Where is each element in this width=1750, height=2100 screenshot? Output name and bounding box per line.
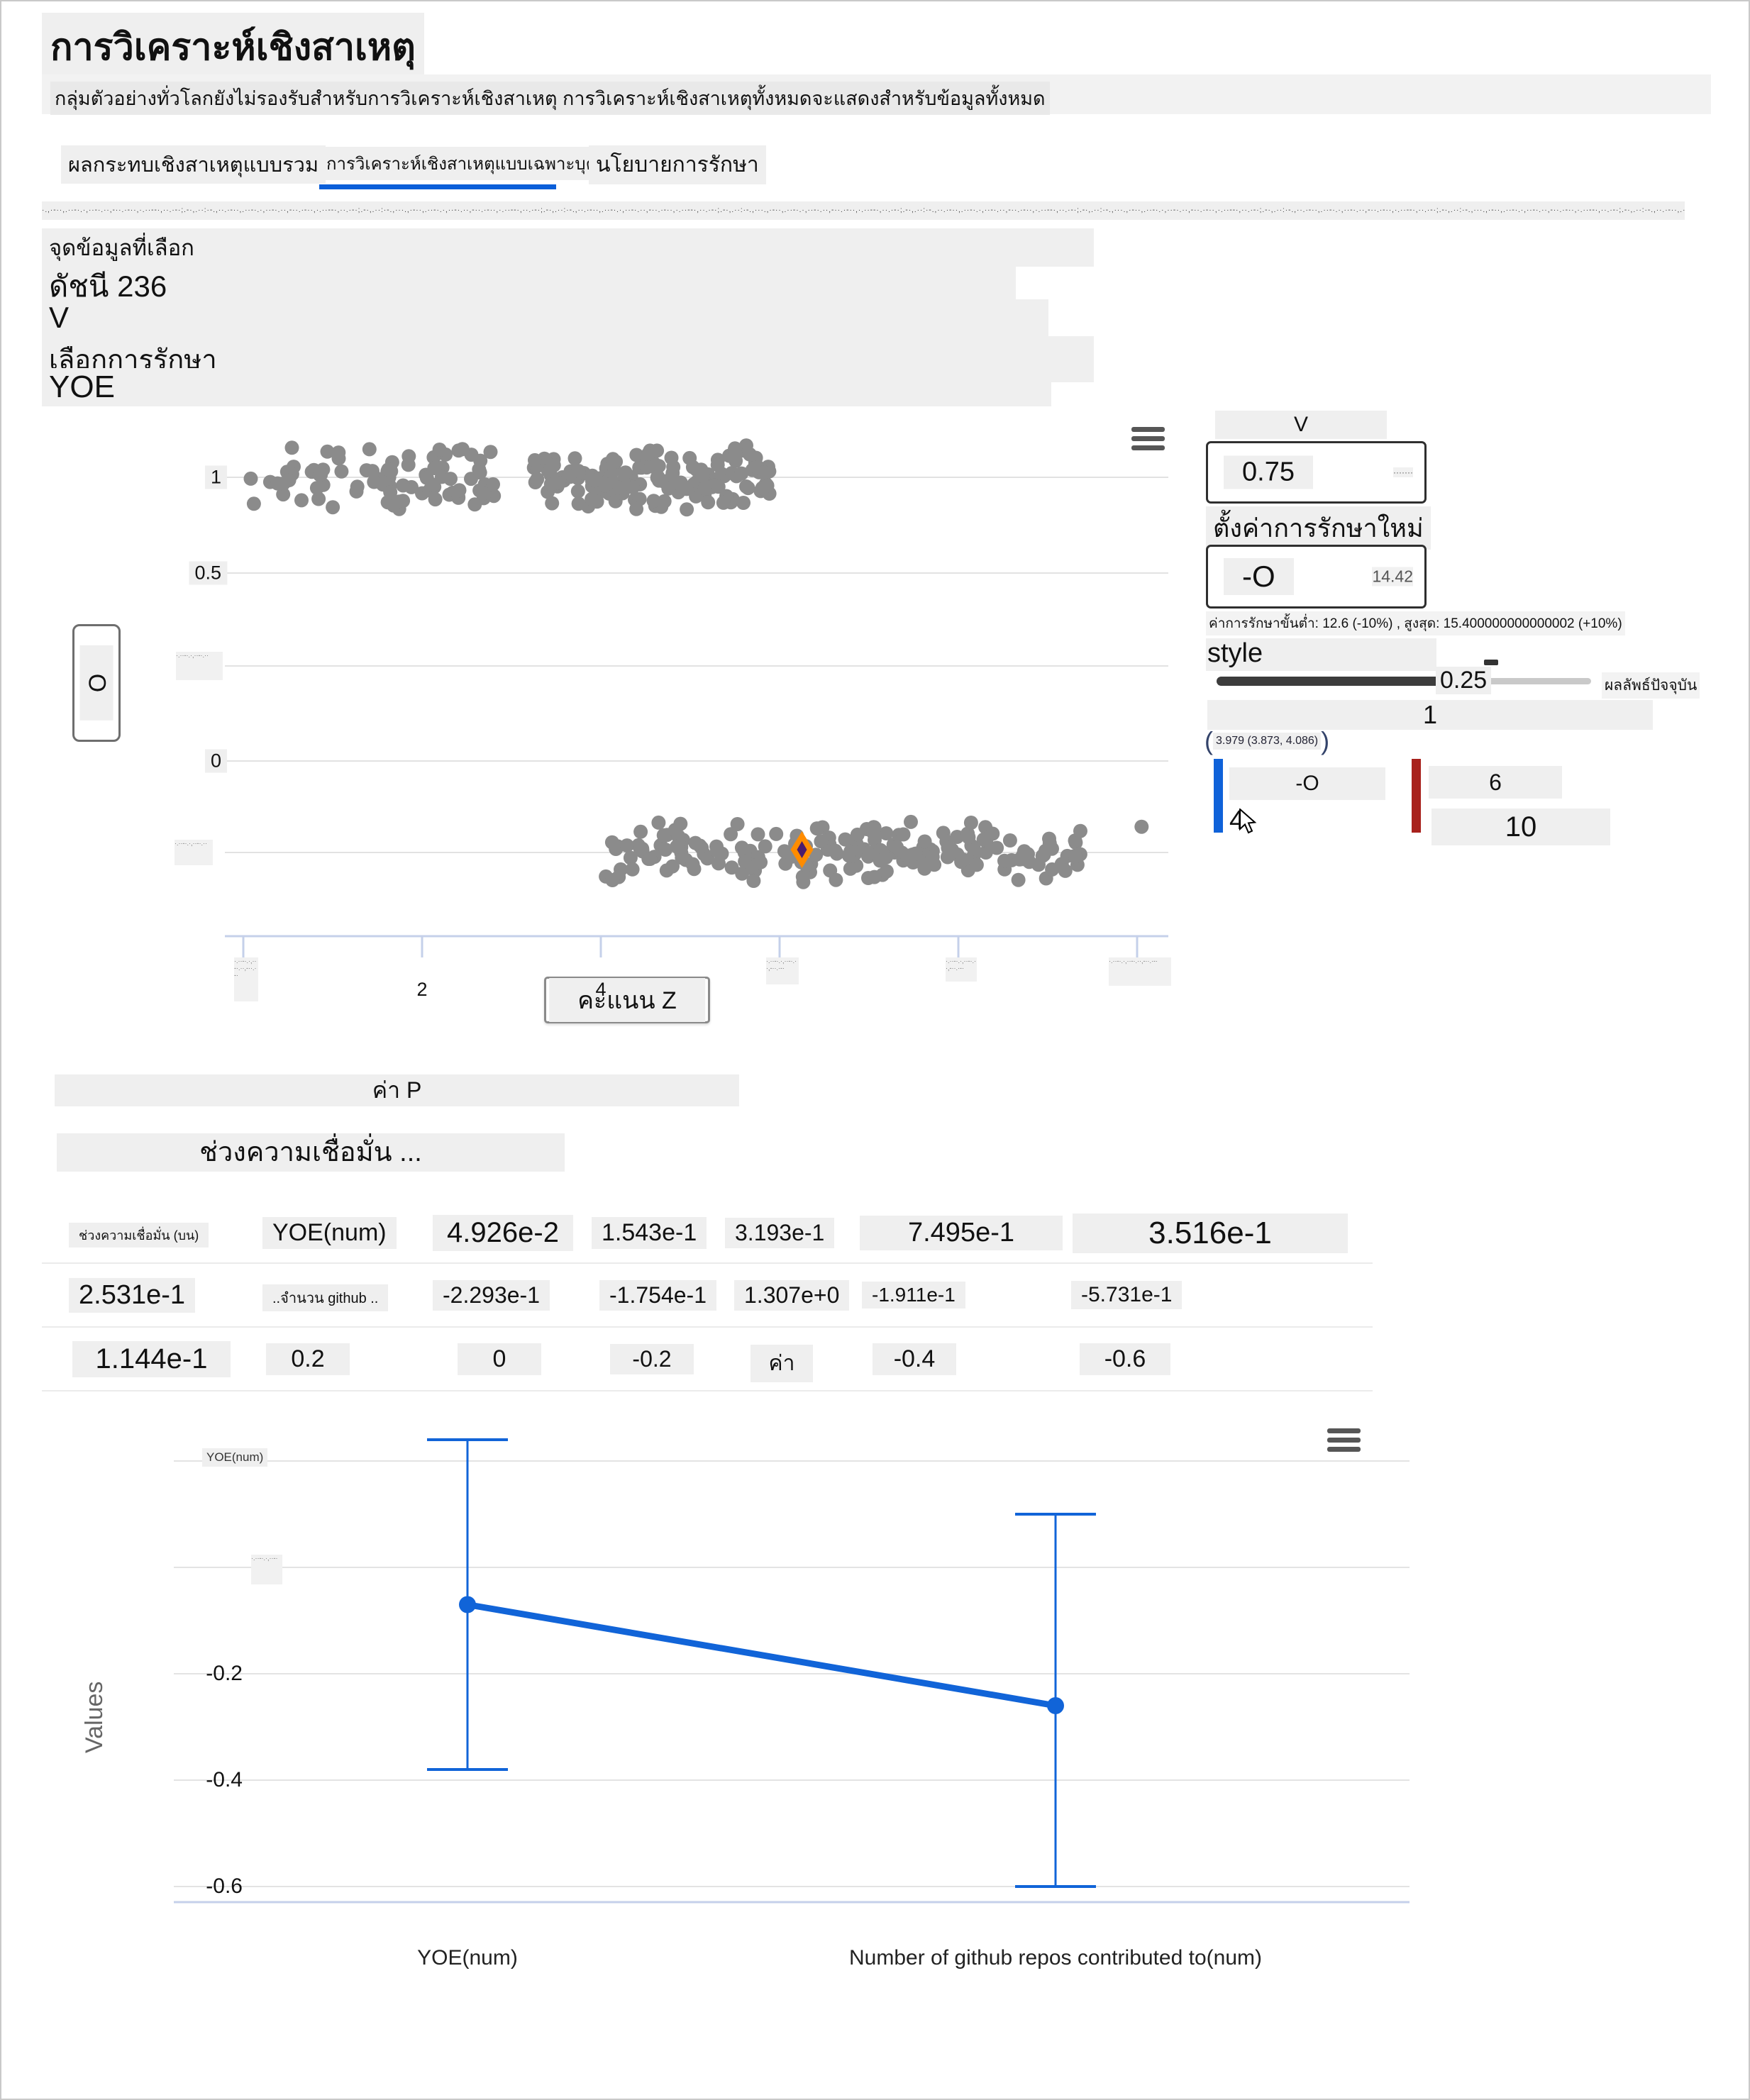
errorbar-point xyxy=(1047,1697,1064,1714)
table-cell-r2c4: ค่า xyxy=(751,1345,813,1382)
table-divider xyxy=(42,1262,1373,1264)
scatter-y-axis-box[interactable]: O xyxy=(72,624,121,742)
table-cell-r2c1: 0.2 xyxy=(266,1343,350,1375)
scatter-menu-hamburger-icon[interactable] xyxy=(1131,427,1165,451)
table-divider xyxy=(42,1326,1373,1328)
scatter-y-axis-title: O xyxy=(79,645,113,721)
errorbar-overlay-label: YOE(num) xyxy=(202,1448,268,1467)
table-cell-r0c0: ช่วงความเชื่อมั่น (บน) xyxy=(69,1223,209,1248)
current-result-value: 1 xyxy=(1207,700,1653,730)
tab-treatment-policy[interactable]: นโยบายการรักษา xyxy=(589,145,766,184)
warning-banner-text: กลุ่มตัวอย่างทั่วโลกยังไม่รองรับสำหรับกา… xyxy=(50,82,1050,115)
outcome-row: V xyxy=(42,299,1048,336)
table-cell-r2c3: -0.2 xyxy=(610,1344,694,1374)
errorbar-category-yoe: YOE(num) xyxy=(417,1946,518,1970)
legend-control-count: 10 xyxy=(1431,809,1610,845)
ci-open-paren: ( xyxy=(1204,726,1213,755)
slider-track-filled[interactable] xyxy=(1217,677,1441,686)
table-cell-r2c0: 1.144e-1 xyxy=(72,1341,231,1377)
slider-thumb-mark[interactable] xyxy=(1484,660,1498,665)
slider-caption: ผลลัพธ์ปัจจุบัน xyxy=(1602,672,1700,699)
treatment-value-secondary: 14.42 xyxy=(1372,567,1413,587)
table-cell-r1c0: 2.531e-1 xyxy=(69,1278,196,1313)
legend-control-label: 6 xyxy=(1429,766,1562,799)
treatment-value[interactable]: -O xyxy=(1224,558,1294,595)
legend-treated-label: -O xyxy=(1229,767,1385,800)
table-cell-r1c1: ..จำนวน github .. xyxy=(262,1284,389,1311)
errorbar-y-axis-title: Values xyxy=(81,1681,108,1753)
table-cell-r0c1: YOE(num) xyxy=(262,1217,397,1249)
scatter-points xyxy=(243,438,1149,889)
panel-outcome-header: V xyxy=(1215,411,1387,439)
outcome-value-input[interactable]: 0.75 ······· xyxy=(1206,441,1427,504)
legend-bar-treated xyxy=(1214,759,1223,833)
p-value-header: ค่า P xyxy=(55,1074,739,1106)
treatment-name: YOE xyxy=(42,368,1051,406)
outcome-value[interactable]: 0.75 xyxy=(1224,455,1313,489)
ci-text: 3.979 (3.873, 4.086) xyxy=(1213,733,1322,750)
page-title: การวิเคราะห์เชิงสาเหตุ xyxy=(42,13,424,80)
new-treatment-label: ตั้งค่าการรักษาใหม่ xyxy=(1206,506,1431,550)
table-cell-r2c2: 0 xyxy=(458,1343,541,1375)
table-cell-r1c4: 1.307e+0 xyxy=(734,1280,850,1311)
treatment-range-note: ค่าการรักษาขั้นต่ำ: 12.6 (-10%) , สูงสุด… xyxy=(1206,611,1625,635)
page-title-wrap: การวิเคราะห์เชิงสาเหตุ xyxy=(42,13,424,80)
selected-point-label: จุดข้อมูลที่เลือก xyxy=(42,228,1094,267)
outcome-value-micro-note: ······· xyxy=(1393,467,1413,477)
legend-bar-control xyxy=(1412,759,1421,833)
confidence-interval-header: ช่วงความเชื่อมั่น ... xyxy=(57,1133,565,1172)
table-cell-r2c6: -0.6 xyxy=(1080,1343,1170,1375)
z-score-axis-button[interactable]: คะแนน Z xyxy=(544,977,710,1023)
errorbar-menu-hamburger-icon[interactable] xyxy=(1327,1428,1361,1452)
errorbar-point xyxy=(459,1596,476,1613)
new-treatment-label-wrap: ตั้งค่าการรักษาใหม่ xyxy=(1206,506,1431,550)
result-ci-note: ( 3.979 (3.873, 4.086) ) xyxy=(1204,726,1329,756)
tab-individual-causal-analysis[interactable]: การวิเคราะห์เชิงสาเหตุแบบเฉพาะบุคคล xyxy=(319,147,626,180)
treatment-row: YOE xyxy=(42,368,1051,406)
slider-value[interactable]: 0.25 xyxy=(1436,667,1492,694)
style-field-label: style xyxy=(1207,638,1263,668)
table-cell-r0c5: 7.495e-1 xyxy=(860,1216,1063,1250)
table-cell-r1c5: -1.911e-1 xyxy=(862,1282,965,1309)
mouse-cursor-icon xyxy=(1239,809,1257,834)
table-cell-r1c6: -5.731e-1 xyxy=(1071,1281,1183,1309)
table-divider xyxy=(42,1390,1373,1391)
table-cell-r0c3: 1.543e-1 xyxy=(592,1217,707,1249)
slider-track-empty[interactable] xyxy=(1441,678,1591,684)
errorbar-overlay-fragment: ·.··-·.·,··-· xyxy=(251,1555,282,1584)
table-cell-r1c2: -2.293e-1 xyxy=(433,1280,550,1311)
selected-point-row: จุดข้อมูลที่เลือก xyxy=(42,228,1094,267)
warning-banner: กลุ่มตัวอย่างทั่วโลกยังไม่รองรับสำหรับกา… xyxy=(42,74,1711,115)
errorbar-category-github: Number of github repos contributed to(nu… xyxy=(849,1946,1262,1970)
table-cell-r0c4: 3.193e-1 xyxy=(725,1218,835,1248)
active-tab-underline xyxy=(319,184,556,189)
micro-text-strip: ·.,·-··,.··-·.·,··-·.··,-··.·-··,·.··--·… xyxy=(42,201,1685,220)
table-cell-r0c6: 3.516e-1 xyxy=(1073,1213,1348,1253)
style-field[interactable]: style xyxy=(1206,638,1436,671)
highlighted-point-inner xyxy=(797,841,807,858)
z-score-axis-label: คะแนน Z xyxy=(549,978,705,1022)
outcome-name: V xyxy=(42,299,1048,336)
table-cell-r0c2: 4.926e-2 xyxy=(433,1215,573,1251)
table-cell-r2c5: -0.4 xyxy=(873,1343,956,1375)
ci-close-paren: ) xyxy=(1321,726,1330,755)
treatment-value-input[interactable]: -O 14.42 xyxy=(1206,545,1427,609)
table-cell-r1c3: -1.754e-1 xyxy=(599,1280,716,1311)
tab-aggregate-causal-effects[interactable]: ผลกระทบเชิงสาเหตุแบบรวม xyxy=(61,145,326,184)
